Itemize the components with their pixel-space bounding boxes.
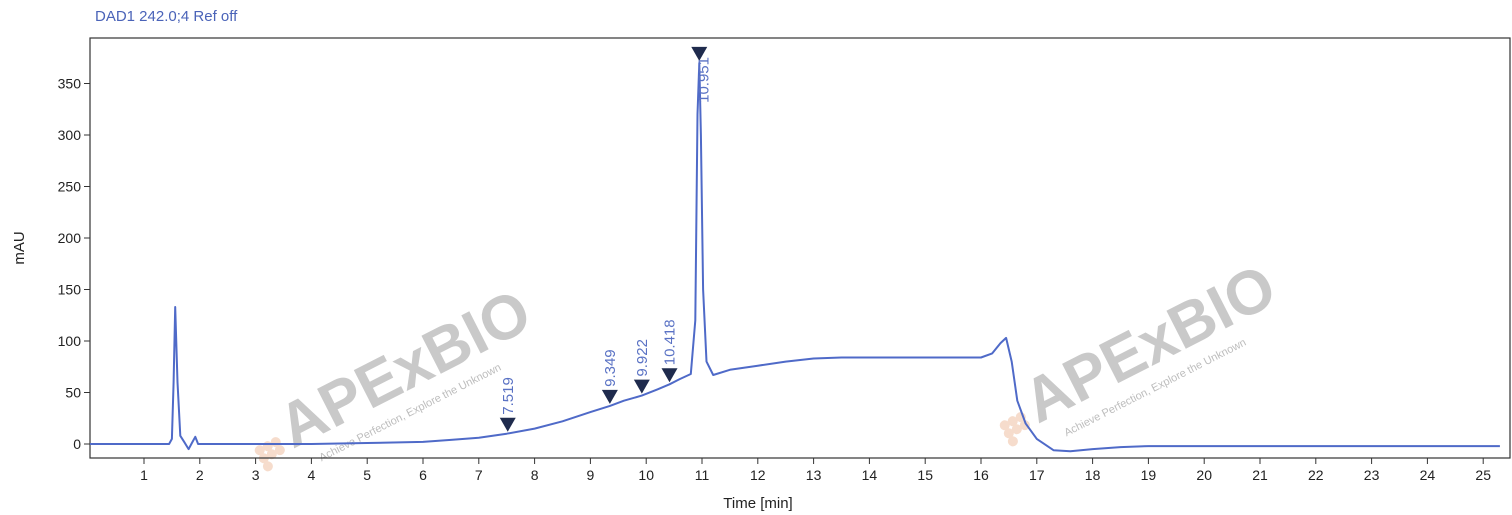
x-tick-label: 25 <box>1475 467 1491 483</box>
watermark-dot <box>1019 420 1030 431</box>
detector-label: DAD1 242.0;4 Ref off <box>95 8 238 25</box>
watermark-dot <box>254 445 265 456</box>
x-tick-label: 16 <box>973 467 989 483</box>
y-tick-label: 250 <box>58 179 82 195</box>
watermark-dot <box>999 420 1010 431</box>
x-tick-label: 19 <box>1141 467 1157 483</box>
peak-marker <box>601 389 618 404</box>
x-tick-label: 17 <box>1029 467 1045 483</box>
x-tick-label: 18 <box>1085 467 1101 483</box>
peak-markers: 7.519 9.349 9.922 10.418 10.951 <box>499 46 712 432</box>
x-tick-label: 24 <box>1420 467 1436 483</box>
x-tick-label: 7 <box>475 467 483 483</box>
x-tick-label: 15 <box>917 467 933 483</box>
watermark-dot <box>1007 436 1018 447</box>
x-tick-label: 13 <box>806 467 822 483</box>
y-tick-label: 50 <box>65 385 81 401</box>
x-tick-label: 12 <box>750 467 766 483</box>
x-tick-label: 23 <box>1364 467 1380 483</box>
chromatogram-trace <box>90 61 1500 453</box>
peak-label: 10.951 <box>695 57 712 103</box>
x-tick-label: 3 <box>252 467 260 483</box>
peak-marker <box>499 417 516 432</box>
x-tick-label: 4 <box>308 467 316 483</box>
x-tick-label: 21 <box>1252 467 1268 483</box>
peak-label: 7.519 <box>500 377 517 415</box>
peak-marker <box>661 368 678 383</box>
x-tick-label: 2 <box>196 467 204 483</box>
peak-label: 10.418 <box>662 319 679 365</box>
x-tick-label: 1 <box>140 467 148 483</box>
peak-label: 9.349 <box>602 349 619 387</box>
plot-frame <box>89 37 1511 459</box>
peak-marker <box>691 46 708 61</box>
x-tick-label: 6 <box>419 467 427 483</box>
y-tick-label: 0 <box>73 436 81 452</box>
y-tick-label: 300 <box>58 127 82 143</box>
x-tick-label: 22 <box>1308 467 1324 483</box>
y-tick-label: 150 <box>58 282 82 298</box>
y-tick-label: 100 <box>58 333 82 349</box>
y-tick-label: 200 <box>58 230 82 246</box>
peak-label: 9.922 <box>634 339 651 377</box>
y-axis-title: mAU <box>11 231 28 264</box>
x-tick-label: 14 <box>862 467 878 483</box>
watermark-dot <box>266 449 277 460</box>
x-tick-label: 11 <box>695 467 710 483</box>
watermark-dot <box>262 461 273 472</box>
watermark-dot <box>274 445 285 456</box>
x-axis: 1 2 3 4 5 6 7 8 9 10 11 12 13 14 15 16 17 18 19 20 21 22 23 24 2… <box>140 458 1491 483</box>
x-tick-label: 10 <box>638 467 654 483</box>
watermark-dot <box>1003 428 1014 439</box>
x-tick-label: 20 <box>1196 467 1212 483</box>
x-tick-label: 9 <box>587 467 595 483</box>
y-axis: 0 50 100 150 200 250 300 350 <box>58 76 90 452</box>
x-tick-label: 5 <box>363 467 371 483</box>
y-tick-label: 350 <box>58 76 82 92</box>
x-axis-title: Time [min] <box>723 495 792 512</box>
watermark-dot <box>1011 424 1022 435</box>
x-tick-label: 8 <box>531 467 539 483</box>
peak-marker <box>633 379 650 394</box>
watermark-dot <box>1007 416 1018 427</box>
